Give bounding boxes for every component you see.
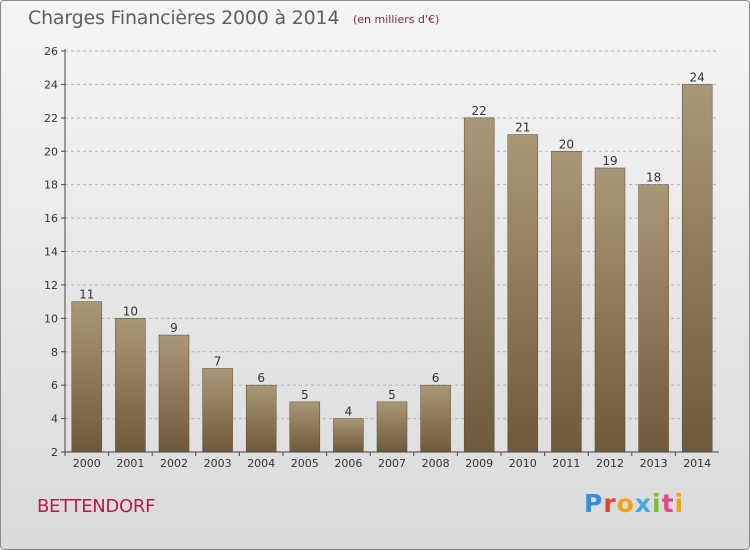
data-label: 24 [690, 70, 705, 84]
y-tick-label: 14 [44, 246, 58, 259]
x-tick-label: 2011 [552, 457, 580, 470]
data-label: 7 [214, 354, 222, 368]
data-label: 18 [646, 171, 661, 185]
data-label: 20 [559, 137, 574, 151]
bar-2003 [202, 368, 233, 453]
y-tick-label: 16 [44, 212, 58, 225]
data-labels: 11 10 9 7 6 5 4 5 6 22 21 20 19 18 24 [79, 70, 705, 418]
y-tick-label: 2 [51, 446, 58, 459]
data-label: 9 [170, 321, 178, 335]
bar-2002 [158, 334, 190, 453]
y-tick-label: 4 [51, 413, 58, 426]
logo-letter: o [616, 489, 635, 518]
bar-2014 [681, 84, 713, 453]
y-tick-label: 12 [44, 279, 58, 292]
bar-2000 [71, 301, 103, 453]
data-label: 5 [388, 388, 396, 402]
data-label: 11 [79, 288, 94, 302]
logo-letter: t [661, 489, 675, 518]
bars [71, 84, 713, 453]
x-tick-label: 2006 [334, 457, 362, 470]
x-tick-label: 2010 [509, 457, 537, 470]
x-tick-label: 2008 [422, 457, 450, 470]
x-tick-label: 2014 [683, 457, 711, 470]
data-label: 4 [345, 405, 353, 419]
data-label: 10 [123, 304, 138, 318]
y-tick-label: 18 [44, 179, 58, 192]
y-tick-label: 22 [44, 112, 58, 125]
data-label: 5 [301, 388, 309, 402]
data-label: 19 [602, 154, 617, 168]
data-label: 21 [515, 121, 530, 135]
x-tick-label: 2012 [596, 457, 624, 470]
bar-2008 [420, 384, 451, 453]
x-tick-label: 2013 [640, 457, 668, 470]
data-label: 6 [432, 371, 440, 385]
x-tick-label: 2002 [160, 457, 188, 470]
bar-2004 [245, 384, 277, 453]
x-tick-label: 2001 [116, 457, 144, 470]
y-tick-label: 8 [51, 346, 58, 359]
logo-letter: i [652, 489, 662, 518]
logo-letter: i [674, 489, 685, 518]
bar-2005 [289, 401, 321, 453]
bar-2007 [376, 401, 408, 453]
bar-2009 [463, 117, 495, 453]
y-tick-label: 26 [44, 45, 58, 58]
bar-2011 [551, 151, 582, 453]
logo-letter: x [634, 489, 652, 518]
y-tick-label: 20 [44, 145, 58, 158]
x-tick-label: 2009 [465, 457, 493, 470]
x-tick-label: 2005 [291, 457, 319, 470]
bar-2006 [333, 418, 364, 453]
logo-letter: P [584, 489, 604, 518]
bar-2012 [594, 167, 626, 453]
logo-letter: r [603, 489, 617, 518]
commune-name: BETTENDORF [37, 496, 156, 517]
x-tick-label: 2003 [204, 457, 232, 470]
data-label: 22 [472, 104, 487, 118]
x-tick-label: 2000 [73, 457, 101, 470]
data-label: 6 [257, 371, 265, 385]
bar-2001 [115, 318, 146, 453]
y-tick-label: 24 [44, 78, 58, 91]
bar-2010 [507, 134, 539, 453]
proxiti-logo[interactable]: Proxiti [584, 489, 684, 518]
chart-unit: (en milliers d'€) [353, 13, 440, 26]
bar-2013 [638, 184, 669, 453]
y-tick-label: 6 [51, 379, 58, 392]
chart-title: Charges Financières 2000 à 2014 [28, 7, 340, 29]
x-tick-label: 2004 [247, 457, 275, 470]
y-tick-label: 10 [44, 312, 58, 325]
x-tick-label: 2007 [378, 457, 406, 470]
